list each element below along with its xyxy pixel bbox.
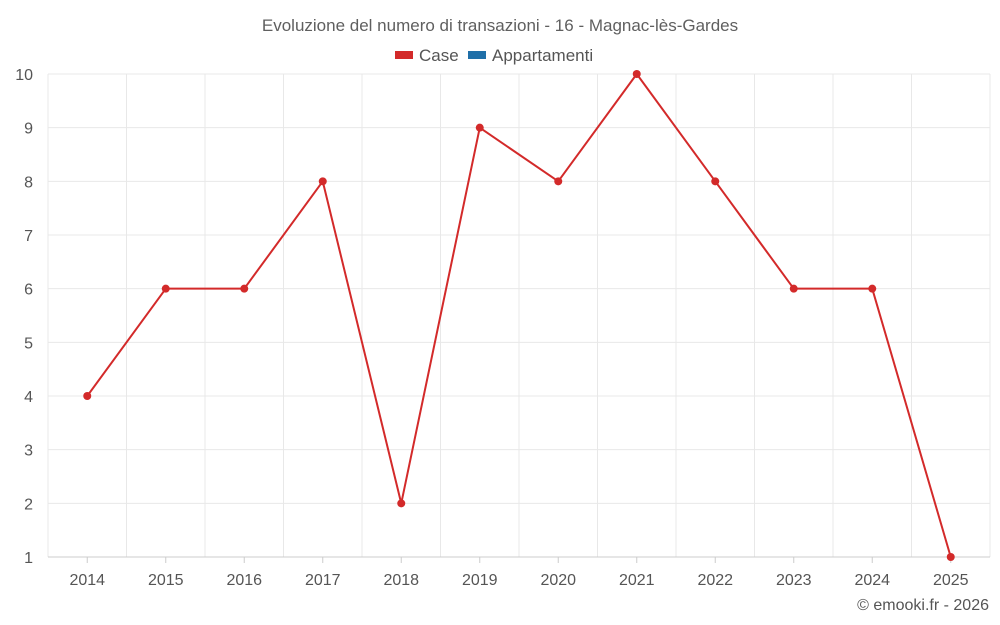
legend-swatch-appartamenti (468, 51, 486, 59)
y-axis-ticks: 1 2 3 4 5 6 7 8 9 10 (15, 67, 33, 567)
y-tick-label: 10 (15, 67, 33, 84)
x-tick-label: 2017 (305, 572, 341, 589)
grid (47, 73, 991, 557)
credit-text: © emooki.fr - 2026 (857, 597, 989, 614)
y-tick-label: 7 (24, 228, 33, 245)
legend-item-case[interactable]: Case (395, 46, 459, 65)
x-tick-label: 2023 (776, 572, 812, 589)
x-tick-label: 2018 (383, 572, 419, 589)
data-point[interactable] (397, 499, 406, 508)
y-tick-label: 1 (24, 550, 33, 567)
y-tick-label: 9 (24, 121, 33, 138)
data-point[interactable] (161, 284, 170, 293)
x-tick-label: 2019 (462, 572, 498, 589)
x-tick-label: 2022 (697, 572, 733, 589)
x-tick-label: 2021 (619, 572, 655, 589)
data-point[interactable] (946, 553, 955, 561)
data-point[interactable] (789, 284, 798, 293)
x-tick-label: 2024 (854, 572, 890, 589)
data-point[interactable] (711, 177, 720, 186)
x-tick-label: 2020 (540, 572, 576, 589)
y-tick-label: 5 (24, 335, 33, 352)
x-tick-label: 2014 (69, 572, 105, 589)
legend-label-appartamenti: Appartamenti (492, 46, 593, 65)
data-point[interactable] (868, 284, 877, 293)
data-point[interactable] (240, 284, 249, 293)
y-tick-label: 6 (24, 282, 33, 299)
x-axis-ticks: 2014 2015 2016 2017 2018 2019 2020 2021 2022 2023… (69, 557, 969, 589)
x-tick-label: 2025 (933, 572, 969, 589)
data-point[interactable] (83, 392, 92, 400)
y-tick-label: 8 (24, 174, 33, 191)
series (83, 70, 955, 561)
legend-item-appartamenti[interactable]: Appartamenti (468, 46, 593, 65)
legend-label-case: Case (419, 46, 459, 65)
y-tick-label: 3 (24, 443, 33, 460)
y-tick-label: 4 (24, 389, 33, 406)
chart-title: Evoluzione del numero di transazioni - 1… (262, 16, 738, 35)
data-point[interactable] (554, 177, 563, 186)
data-point[interactable] (632, 70, 641, 78)
legend-swatch-case (395, 51, 413, 59)
x-tick-label: 2016 (226, 572, 262, 589)
series-line-case (86, 73, 952, 558)
y-tick-label: 2 (24, 496, 33, 513)
data-point[interactable] (475, 123, 484, 132)
legend: Case Appartamenti (395, 46, 593, 65)
x-tick-label: 2015 (148, 572, 184, 589)
data-point[interactable] (318, 177, 327, 186)
